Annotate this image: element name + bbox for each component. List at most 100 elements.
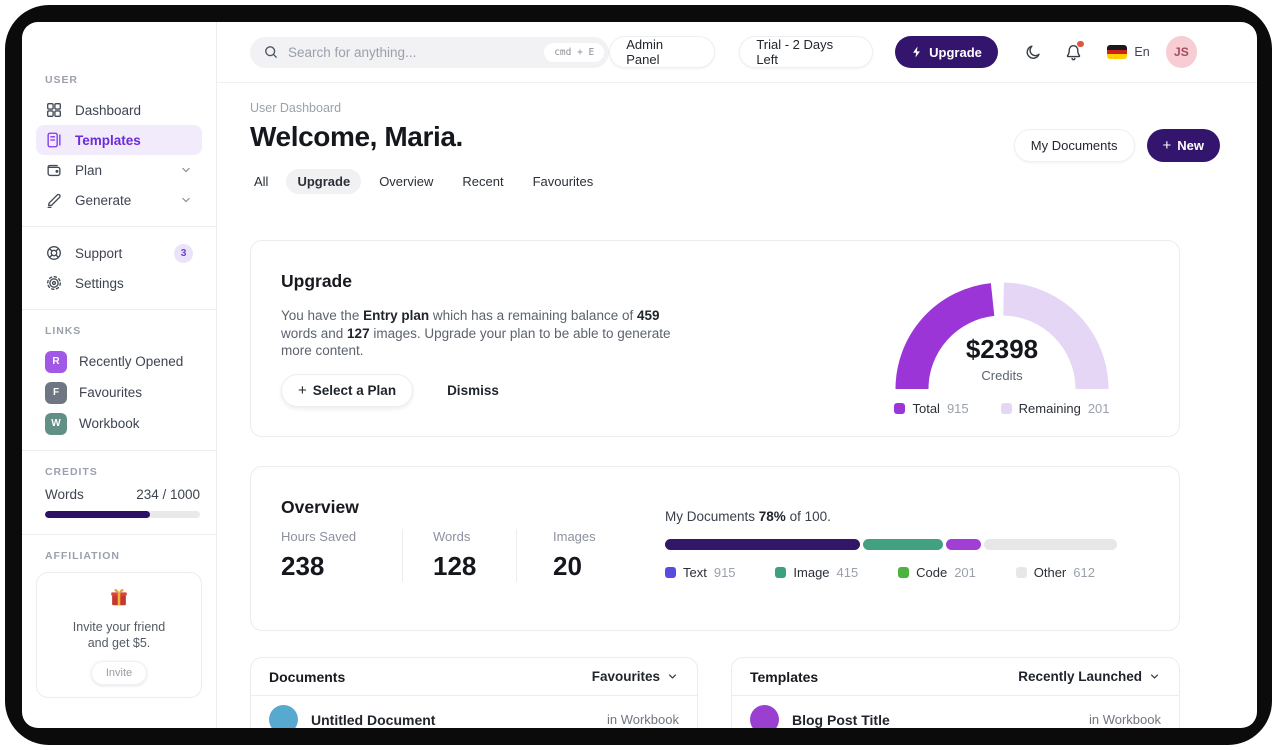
gauge-arc-remaining xyxy=(1002,282,1109,390)
legend-item-text: Text 915 xyxy=(665,565,736,580)
dismiss-button[interactable]: Dismiss xyxy=(447,383,499,398)
tab-favourites[interactable]: Favourites xyxy=(532,174,594,189)
gear-icon xyxy=(47,276,61,290)
letter-avatar: W xyxy=(45,412,67,435)
chevron-down-icon xyxy=(182,197,190,203)
credits-progress-track xyxy=(45,511,200,518)
my-documents-button[interactable]: My Documents xyxy=(1013,129,1135,162)
legend-item-total: Total 915 xyxy=(894,401,969,416)
sidebar-item-label: Dashboard xyxy=(75,102,142,118)
tab-upgrade[interactable]: Upgrade xyxy=(286,169,362,194)
wallet-icon xyxy=(47,164,61,177)
gauge-legend: Total 915 Remaining 201 xyxy=(867,401,1137,416)
sidebar-divider xyxy=(22,309,216,310)
select-plan-button[interactable]: + Select a Plan xyxy=(281,374,414,407)
documents-card: Documents Favourites Untitled Document i… xyxy=(250,657,698,728)
legend-swatch xyxy=(1015,567,1027,578)
templates-card: Templates Recently Launched Blog Post Ti… xyxy=(731,657,1180,728)
main-area: cmd + E Admin Panel Trial - 2 Days Left … xyxy=(217,22,1257,728)
document-row[interactable]: Untitled Document in Workbook xyxy=(251,696,697,728)
bar-segment-image xyxy=(862,539,943,550)
gift-icon xyxy=(111,589,127,606)
stat-words: Words 128 xyxy=(402,529,516,582)
admin-panel-button[interactable]: Admin Panel xyxy=(609,36,716,68)
upgrade-card-body: You have the Entry plan which has a rema… xyxy=(281,308,671,358)
sidebar-divider xyxy=(22,534,216,535)
tab-overview[interactable]: Overview xyxy=(379,174,434,189)
legend-item-code: Code 201 xyxy=(898,565,976,580)
credits-row: Words 234 / 1000 xyxy=(36,487,202,502)
sidebar-item-label: Settings xyxy=(75,275,124,291)
invite-button[interactable]: Invite xyxy=(90,661,148,685)
document-title: Untitled Document xyxy=(311,711,436,728)
tab-recent[interactable]: Recent xyxy=(462,174,504,189)
legend-swatch xyxy=(1000,403,1012,414)
affiliation-text: Invite your friend and get $5. xyxy=(72,620,166,650)
sidebar-link-recently-opened[interactable]: R Recently Opened xyxy=(36,346,202,377)
gauge-arc-total xyxy=(895,283,995,390)
chevron-down-icon xyxy=(668,674,677,679)
template-row[interactable]: Blog Post Title in Workbook xyxy=(732,696,1179,728)
bar-segment-text xyxy=(665,539,860,550)
notification-dot xyxy=(1077,40,1084,47)
legend-swatch xyxy=(898,567,910,578)
document-avatar xyxy=(269,705,298,728)
upgrade-card-title: Upgrade xyxy=(281,271,352,291)
template-location: in Workbook xyxy=(1088,712,1161,727)
page-content: User Dashboard Welcome, Maria. All Upgra… xyxy=(217,83,1257,728)
sidebar-item-support[interactable]: Support 3 xyxy=(36,238,202,268)
templates-filter-dropdown[interactable]: Recently Launched xyxy=(1018,669,1161,684)
gauge-center-text: $2398 Credits xyxy=(887,334,1117,383)
sidebar-section-affiliation: AFFILIATION xyxy=(45,550,120,562)
bar-segment-other xyxy=(984,539,1117,550)
upgrade-card-actions: + Select a Plan Dismiss xyxy=(281,374,499,407)
documents-card-header: Documents Favourites xyxy=(251,658,697,696)
plus-icon: + xyxy=(1162,137,1172,154)
templates-icon xyxy=(47,132,61,148)
tab-all[interactable]: All xyxy=(254,174,269,189)
templates-card-title: Templates xyxy=(750,668,819,685)
trial-status-button[interactable]: Trial - 2 Days Left xyxy=(739,36,874,68)
dark-mode-toggle[interactable] xyxy=(1024,43,1043,62)
page-title: Welcome, Maria. xyxy=(250,121,463,152)
app-window: USER Dashboard Templates Plan Generate S… xyxy=(22,22,1257,728)
new-button[interactable]: + New xyxy=(1146,129,1220,162)
moon-icon xyxy=(1026,45,1040,59)
sidebar-section-links: LINKS xyxy=(45,325,82,337)
credits-gauge-chart xyxy=(887,276,1117,396)
letter-avatar: F xyxy=(45,381,67,404)
sidebar-link-workbook[interactable]: W Workbook xyxy=(36,408,202,439)
plus-icon: + xyxy=(298,382,307,399)
sidebar-item-templates[interactable]: Templates xyxy=(36,125,202,155)
documents-filter-dropdown[interactable]: Favourites xyxy=(592,669,679,684)
letter-avatar: R xyxy=(45,350,67,373)
grid-icon xyxy=(47,103,61,117)
user-avatar[interactable]: JS xyxy=(1165,36,1197,68)
language-label: En xyxy=(1134,45,1150,59)
template-title: Blog Post Title xyxy=(792,711,890,728)
sidebar-item-settings[interactable]: Settings xyxy=(36,268,202,298)
search-input[interactable] xyxy=(288,44,536,60)
search-bar[interactable]: cmd + E xyxy=(250,36,610,68)
search-icon xyxy=(265,46,277,58)
upgrade-button[interactable]: Upgrade xyxy=(895,36,998,68)
gauge-label: Credits xyxy=(981,368,1023,383)
sidebar-divider xyxy=(22,226,216,227)
breadcrumb: User Dashboard xyxy=(250,101,342,115)
document-location: in Workbook xyxy=(606,712,679,727)
sidebar-item-label: Templates xyxy=(75,132,141,148)
affiliation-card: Invite your friend and get $5. Invite xyxy=(36,572,202,698)
bar-legend: Text 915 Image 415 Code 201 xyxy=(665,565,1117,580)
sidebar-item-generate[interactable]: Generate xyxy=(36,185,202,215)
upgrade-card: Upgrade You have the Entry plan which ha… xyxy=(250,240,1180,437)
chevron-down-icon xyxy=(182,167,190,173)
templates-card-header: Templates Recently Launched xyxy=(732,658,1179,696)
sidebar-item-label: Support xyxy=(75,245,123,261)
sidebar-item-dashboard[interactable]: Dashboard xyxy=(36,95,202,125)
legend-swatch xyxy=(894,403,906,414)
language-flag-germany[interactable] xyxy=(1106,45,1128,59)
sidebar-link-favourites[interactable]: F Favourites xyxy=(36,377,202,408)
sidebar-item-plan[interactable]: Plan xyxy=(36,155,202,185)
notifications-button[interactable] xyxy=(1064,40,1084,62)
overview-card-title: Overview xyxy=(281,497,359,517)
